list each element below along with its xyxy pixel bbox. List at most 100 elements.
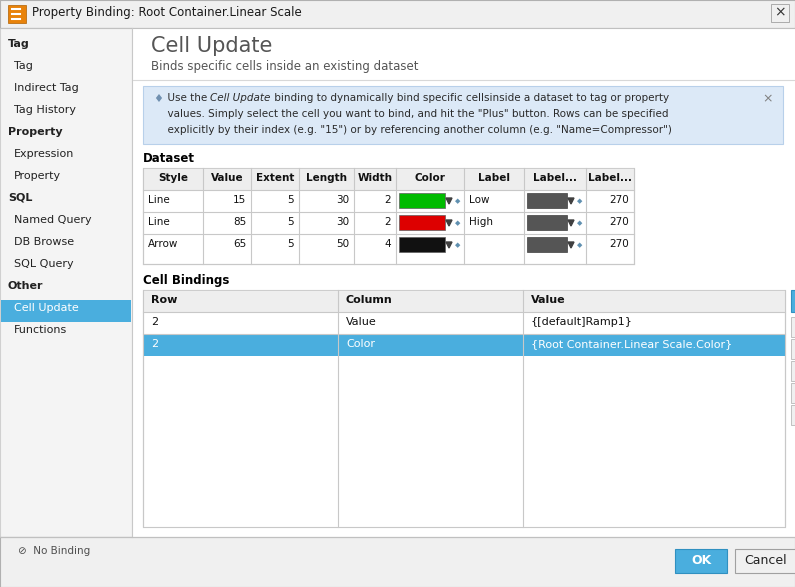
Bar	[399, 193, 445, 208]
Text: 270: 270	[609, 239, 629, 249]
Text: Label: Label	[478, 173, 510, 183]
Text: values. Simply select the cell you want to bind, and hit the "Plus" button. Rows: values. Simply select the cell you want …	[161, 109, 669, 119]
Bar	[791, 290, 795, 312]
Bar	[144, 334, 785, 356]
Bar	[791, 317, 795, 337]
Bar	[8, 5, 26, 23]
Bar	[143, 86, 783, 144]
Text: DB Browse: DB Browse	[14, 237, 74, 247]
Text: OK: OK	[691, 554, 711, 567]
Bar	[143, 168, 634, 264]
Bar	[1, 300, 131, 322]
Text: Style: Style	[158, 173, 188, 183]
Bar	[0, 0, 795, 28]
Text: explicitly by their index (e.g. "15") or by referencing another column (e.g. "Na: explicitly by their index (e.g. "15") or…	[161, 125, 672, 135]
Text: 50: 50	[335, 239, 349, 249]
Text: 2: 2	[151, 339, 158, 349]
Bar	[133, 28, 795, 537]
Bar	[143, 168, 634, 190]
Text: ◆: ◆	[456, 198, 460, 204]
Text: Column: Column	[346, 295, 393, 305]
Text: ×: ×	[774, 5, 785, 19]
Text: Tag: Tag	[8, 39, 29, 49]
Text: Property: Property	[14, 171, 61, 181]
Text: Value: Value	[346, 317, 377, 327]
Text: ⊘  No Binding: ⊘ No Binding	[18, 546, 91, 556]
Text: SQL Query: SQL Query	[14, 259, 74, 269]
Text: Value: Value	[531, 295, 565, 305]
Text: 2: 2	[384, 195, 391, 205]
Text: 5: 5	[287, 239, 294, 249]
Text: Named Query: Named Query	[14, 215, 91, 225]
Text: Color: Color	[414, 173, 445, 183]
Text: 85: 85	[233, 217, 246, 227]
Bar	[527, 193, 567, 208]
Text: 4: 4	[384, 239, 391, 249]
Text: 5: 5	[287, 195, 294, 205]
Polygon shape	[446, 198, 452, 204]
Text: Property Binding: Root Container.Linear Scale: Property Binding: Root Container.Linear …	[32, 6, 302, 19]
Text: ◆: ◆	[577, 242, 583, 248]
Bar	[6, 542, 126, 564]
Bar	[771, 4, 789, 22]
Text: {[default]Ramp1}: {[default]Ramp1}	[531, 317, 633, 327]
Text: {Root Container.Linear Scale.Color}: {Root Container.Linear Scale.Color}	[531, 339, 732, 349]
Text: Label...: Label...	[588, 173, 632, 183]
Polygon shape	[568, 198, 574, 204]
Text: Length: Length	[306, 173, 347, 183]
Text: Label...: Label...	[533, 173, 577, 183]
Text: 5: 5	[287, 217, 294, 227]
Text: High: High	[469, 217, 493, 227]
Text: 270: 270	[609, 217, 629, 227]
Text: ◆: ◆	[456, 220, 460, 226]
Text: Row: Row	[151, 295, 177, 305]
Text: Color: Color	[346, 339, 375, 349]
Text: Low: Low	[469, 195, 490, 205]
Text: Indirect Tag: Indirect Tag	[14, 83, 79, 93]
Polygon shape	[568, 220, 574, 226]
Polygon shape	[446, 242, 452, 248]
Text: Dataset: Dataset	[143, 152, 195, 165]
Text: Line: Line	[148, 217, 170, 227]
Text: Extent: Extent	[256, 173, 294, 183]
Text: Tag: Tag	[14, 61, 33, 71]
Bar	[675, 549, 727, 573]
Text: binding to dynamically bind specific cells⁠inside a dataset to tag or property: binding to dynamically bind specific cel…	[271, 93, 669, 103]
Text: Use the: Use the	[161, 93, 211, 103]
Bar	[0, 537, 795, 587]
Text: Cancel: Cancel	[745, 554, 787, 567]
Text: Cell Update: Cell Update	[211, 93, 271, 103]
Bar	[527, 215, 567, 230]
Text: 15: 15	[233, 195, 246, 205]
Text: Arrow: Arrow	[148, 239, 178, 249]
Text: 30: 30	[335, 195, 349, 205]
Text: Cell Update: Cell Update	[14, 303, 79, 313]
Bar	[791, 405, 795, 425]
Bar	[399, 237, 445, 252]
Text: Cell Update: Cell Update	[151, 36, 273, 56]
Text: ◆: ◆	[456, 242, 460, 248]
Bar	[527, 237, 567, 252]
Bar	[791, 339, 795, 359]
Text: Tag History: Tag History	[14, 105, 76, 115]
Text: 65: 65	[233, 239, 246, 249]
Text: Line: Line	[148, 195, 170, 205]
Bar	[791, 361, 795, 381]
Text: ◆: ◆	[577, 198, 583, 204]
Text: Property: Property	[8, 127, 63, 137]
Bar	[0, 537, 132, 587]
Text: 30: 30	[335, 217, 349, 227]
Text: Value: Value	[211, 173, 243, 183]
Bar	[0, 28, 132, 537]
Text: Cell Bindings: Cell Bindings	[143, 274, 230, 287]
Bar	[791, 383, 795, 403]
Text: Width: Width	[358, 173, 393, 183]
Text: ◆: ◆	[577, 220, 583, 226]
Text: SQL: SQL	[8, 193, 33, 203]
Text: 2: 2	[384, 217, 391, 227]
Text: Expression: Expression	[14, 149, 75, 159]
Bar	[735, 549, 795, 573]
Text: 270: 270	[609, 195, 629, 205]
Text: Binds specific cells inside an existing dataset: Binds specific cells inside an existing …	[151, 60, 418, 73]
Text: 2: 2	[151, 317, 158, 327]
